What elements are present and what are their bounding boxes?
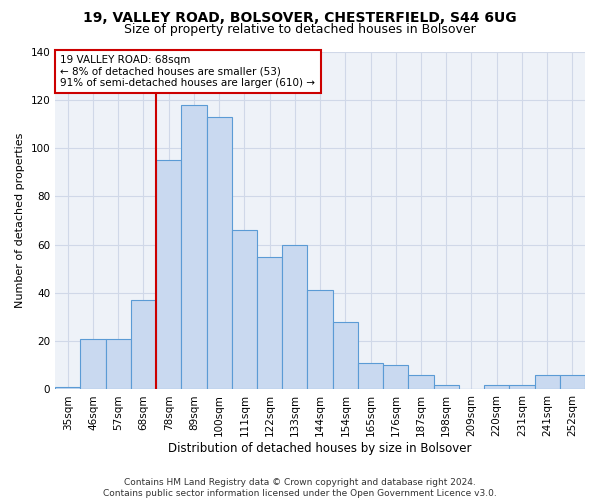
- Bar: [257, 256, 282, 390]
- Bar: [55, 387, 80, 390]
- Bar: [560, 375, 585, 390]
- Bar: [383, 366, 409, 390]
- Bar: [434, 384, 459, 390]
- Bar: [509, 384, 535, 390]
- Bar: [206, 116, 232, 390]
- Text: Size of property relative to detached houses in Bolsover: Size of property relative to detached ho…: [124, 22, 476, 36]
- Bar: [232, 230, 257, 390]
- Bar: [409, 375, 434, 390]
- Bar: [106, 339, 131, 390]
- Text: Contains HM Land Registry data © Crown copyright and database right 2024.
Contai: Contains HM Land Registry data © Crown c…: [103, 478, 497, 498]
- Bar: [131, 300, 156, 390]
- Bar: [358, 363, 383, 390]
- Y-axis label: Number of detached properties: Number of detached properties: [15, 133, 25, 308]
- X-axis label: Distribution of detached houses by size in Bolsover: Distribution of detached houses by size …: [169, 442, 472, 455]
- Text: 19 VALLEY ROAD: 68sqm
← 8% of detached houses are smaller (53)
91% of semi-detac: 19 VALLEY ROAD: 68sqm ← 8% of detached h…: [61, 55, 316, 88]
- Bar: [535, 375, 560, 390]
- Bar: [181, 104, 206, 390]
- Text: 19, VALLEY ROAD, BOLSOVER, CHESTERFIELD, S44 6UG: 19, VALLEY ROAD, BOLSOVER, CHESTERFIELD,…: [83, 11, 517, 25]
- Bar: [484, 384, 509, 390]
- Bar: [307, 290, 332, 390]
- Bar: [156, 160, 181, 390]
- Bar: [282, 244, 307, 390]
- Bar: [332, 322, 358, 390]
- Bar: [80, 339, 106, 390]
